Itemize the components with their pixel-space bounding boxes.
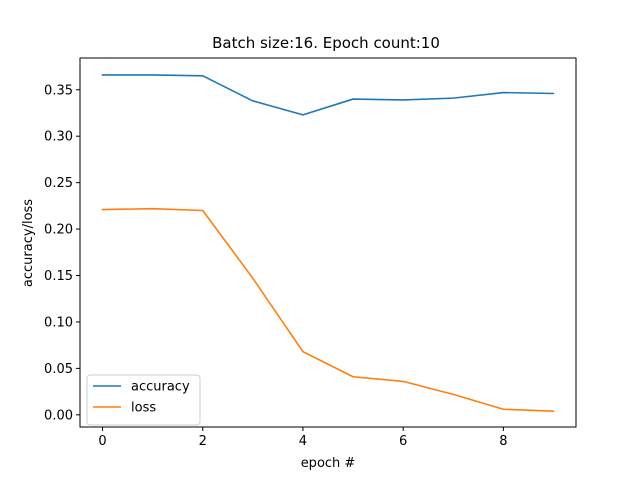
legend: accuracy loss	[86, 374, 201, 426]
x-tick-label: 6	[399, 434, 407, 449]
y-tick-label: 0.05	[44, 362, 73, 377]
series-layer	[101, 74, 555, 412]
x-axis-label: epoch #	[301, 456, 356, 471]
x-tick-label: 2	[199, 434, 207, 449]
y-tick-label: 0.00	[44, 408, 73, 423]
plot-area	[79, 57, 577, 428]
chart-title: Batch size:16. Epoch count:10	[212, 34, 440, 52]
y-tick-label: 0.15	[44, 269, 73, 284]
y-tick-label: 0.30	[44, 130, 73, 145]
x-axis-ticks: 0 2 4 6 8	[98, 427, 507, 449]
legend-label-loss: loss	[131, 401, 156, 416]
series-line-loss	[101, 207, 555, 412]
x-tick-label: 0	[98, 434, 106, 449]
y-tick-label: 0.10	[44, 315, 73, 330]
series-line-accuracy	[101, 74, 555, 116]
axes-frame	[79, 57, 577, 428]
y-tick-label: 0.25	[44, 176, 73, 191]
y-tick-label: 0.20	[44, 223, 73, 238]
x-tick-label: 4	[299, 434, 307, 449]
y-axis-ticks: 0.00 0.05 0.10 0.15 0.20 0.25 0.30 0.35	[44, 83, 80, 423]
y-axis-label: accuracy/loss	[21, 199, 36, 287]
legend-label-accuracy: accuracy	[131, 380, 190, 395]
legend-box	[86, 374, 201, 426]
x-tick-label: 8	[499, 434, 507, 449]
y-tick-label: 0.35	[44, 83, 73, 98]
